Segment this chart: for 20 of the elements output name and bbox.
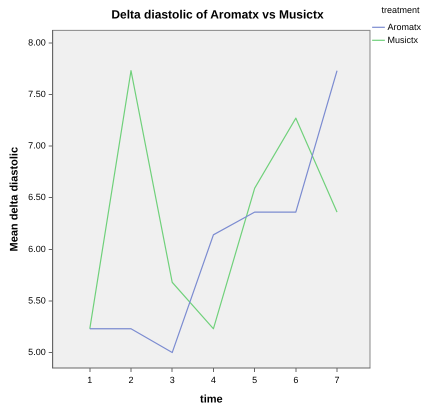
x-tick-label: 2 — [128, 374, 134, 385]
y-tick-label: 6.00 — [28, 244, 46, 254]
x-tick-label: 6 — [293, 374, 298, 385]
y-tick-label: 7.00 — [28, 140, 46, 151]
x-tick-label: 7 — [334, 374, 340, 385]
y-axis-title: Mean delta diastolic — [8, 146, 21, 252]
y-tick-label: 5.00 — [28, 347, 46, 357]
legend-label: Musictx — [387, 34, 418, 45]
legend-title: treatment — [381, 4, 420, 15]
y-tick-label: 8.00 — [28, 37, 46, 48]
y-tick-label: 7.50 — [28, 88, 46, 99]
y-tick-label: 5.50 — [28, 295, 46, 306]
x-tick-label: 5 — [252, 374, 258, 385]
legend-label: Aromatx — [387, 22, 422, 32]
x-axis-title: time — [200, 393, 223, 406]
x-tick-label: 1 — [87, 374, 92, 385]
x-tick-label: 4 — [210, 374, 216, 385]
y-tick-label: 6.50 — [28, 192, 46, 202]
chart-title: Delta diastolic of Aromatx vs Musictx — [111, 8, 324, 22]
x-tick-label: 3 — [170, 374, 175, 385]
